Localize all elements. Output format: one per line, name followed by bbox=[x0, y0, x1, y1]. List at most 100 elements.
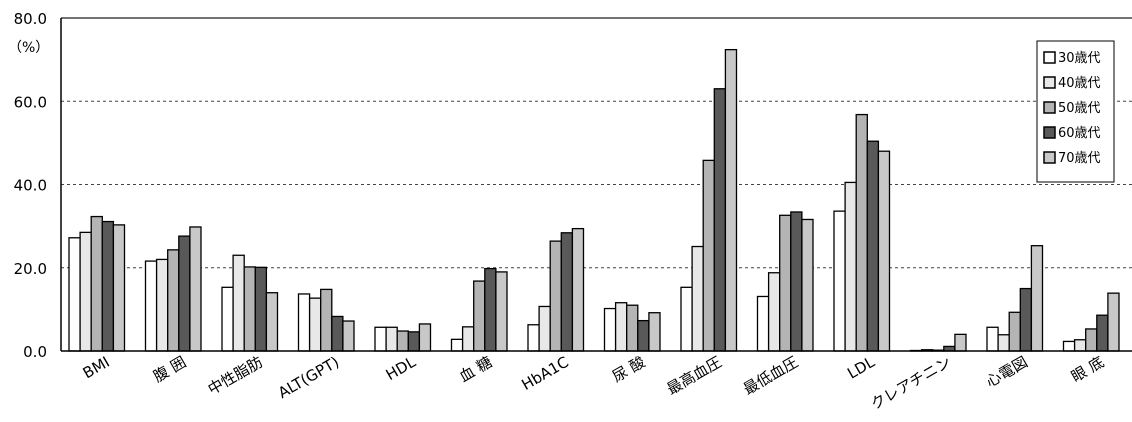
bar bbox=[331, 315, 344, 352]
legend-swatch bbox=[1043, 76, 1056, 89]
category-label: LDL bbox=[844, 353, 878, 383]
bar bbox=[702, 159, 715, 352]
category-label: ALT(GPT) bbox=[275, 353, 342, 402]
category-label: HDL bbox=[383, 353, 420, 385]
legend-swatch bbox=[1043, 151, 1056, 164]
bar bbox=[308, 297, 322, 352]
bar bbox=[855, 113, 868, 352]
bar bbox=[254, 266, 268, 352]
bar bbox=[779, 214, 792, 352]
legend-label: 40歳代 bbox=[1058, 76, 1101, 91]
bar bbox=[614, 302, 628, 352]
y-tick-label: 80.0 bbox=[14, 10, 47, 28]
legend-label: 50歳代 bbox=[1058, 101, 1101, 116]
bar bbox=[637, 319, 650, 352]
category-label: 心電図 bbox=[983, 353, 1031, 391]
legend-swatch bbox=[1043, 51, 1056, 64]
bar bbox=[626, 304, 639, 352]
bar bbox=[484, 267, 497, 352]
bar bbox=[90, 215, 103, 352]
bar bbox=[473, 280, 486, 352]
bar bbox=[790, 211, 803, 352]
category-label: 最高血圧 bbox=[664, 353, 725, 399]
bar bbox=[68, 237, 81, 352]
bar bbox=[374, 326, 387, 352]
bar bbox=[1085, 328, 1098, 352]
bar bbox=[144, 260, 158, 352]
bar bbox=[1008, 311, 1021, 352]
bar bbox=[221, 286, 234, 352]
category-label: 最低血圧 bbox=[740, 353, 801, 399]
bar bbox=[680, 286, 693, 352]
bar bbox=[385, 326, 398, 352]
legend-label: 70歳代 bbox=[1058, 151, 1101, 166]
grid-lines bbox=[61, 17, 1132, 269]
bars bbox=[68, 48, 1120, 352]
y-tick-label: 20.0 bbox=[14, 260, 47, 278]
bar bbox=[691, 245, 704, 352]
bar bbox=[265, 292, 279, 352]
legend-swatch bbox=[1043, 101, 1056, 114]
bar bbox=[1019, 287, 1033, 352]
legend-label: 60歳代 bbox=[1058, 126, 1101, 141]
bar bbox=[1073, 339, 1087, 352]
category-label: BMI bbox=[80, 353, 113, 382]
bar bbox=[877, 150, 891, 352]
bar bbox=[571, 227, 585, 352]
bar bbox=[866, 140, 880, 352]
legend: 30歳代 40歳代 50歳代 60歳代 70歳代 bbox=[1036, 40, 1115, 183]
bar bbox=[833, 210, 846, 352]
legend-swatch bbox=[1043, 126, 1056, 139]
category-label: 腹 囲 bbox=[150, 353, 189, 386]
y-unit-label: （%） bbox=[8, 40, 49, 56]
bar bbox=[724, 48, 738, 352]
category-label: 尿 酸 bbox=[609, 353, 648, 386]
category-label: クレアチニン bbox=[868, 353, 955, 413]
y-tick-label: 40.0 bbox=[14, 177, 47, 195]
bar bbox=[178, 235, 191, 352]
category-label: 眼 底 bbox=[1068, 353, 1107, 386]
bar bbox=[297, 293, 311, 352]
bar bbox=[189, 226, 202, 352]
bar bbox=[986, 326, 999, 352]
bar bbox=[101, 220, 115, 352]
bar bbox=[648, 312, 661, 352]
bar bbox=[538, 305, 551, 352]
bar bbox=[756, 295, 770, 352]
legend-label: 30歳代 bbox=[1058, 51, 1101, 66]
bar bbox=[997, 334, 1010, 352]
bar bbox=[461, 326, 475, 352]
bar bbox=[320, 288, 333, 352]
bar bbox=[713, 88, 727, 352]
y-tick-label: 0.0 bbox=[23, 343, 47, 361]
category-label: 血 糖 bbox=[456, 353, 495, 386]
bar bbox=[112, 224, 126, 352]
bar bbox=[1107, 292, 1120, 352]
bar bbox=[1062, 340, 1076, 352]
bar bbox=[167, 249, 180, 352]
bar bbox=[767, 272, 781, 352]
bar bbox=[495, 271, 508, 352]
category-labels: BMI 腹 囲中性脂肪 ALT(GPT) HDL 血 糖 HbA1C 尿 酸最高血圧 最低血圧… bbox=[80, 353, 1107, 414]
bar bbox=[801, 218, 814, 352]
bar bbox=[418, 323, 432, 352]
y-tick-labels: 0.0 20.0 40.0 60.0 80.0 bbox=[14, 10, 47, 361]
axes bbox=[60, 18, 1132, 352]
bar bbox=[407, 331, 421, 352]
bar bbox=[1096, 314, 1109, 352]
bar bbox=[450, 338, 464, 352]
bar bbox=[549, 240, 562, 352]
bar bbox=[603, 307, 617, 352]
bar bbox=[232, 254, 245, 352]
bar bbox=[1030, 245, 1044, 352]
category-label: HbA1C bbox=[519, 353, 572, 394]
bar bbox=[396, 330, 409, 352]
bar bbox=[954, 333, 967, 352]
bar bbox=[342, 320, 355, 352]
bar bbox=[243, 266, 256, 352]
bar bbox=[155, 258, 169, 352]
y-tick-label: 60.0 bbox=[14, 93, 47, 111]
bar bbox=[527, 324, 540, 352]
